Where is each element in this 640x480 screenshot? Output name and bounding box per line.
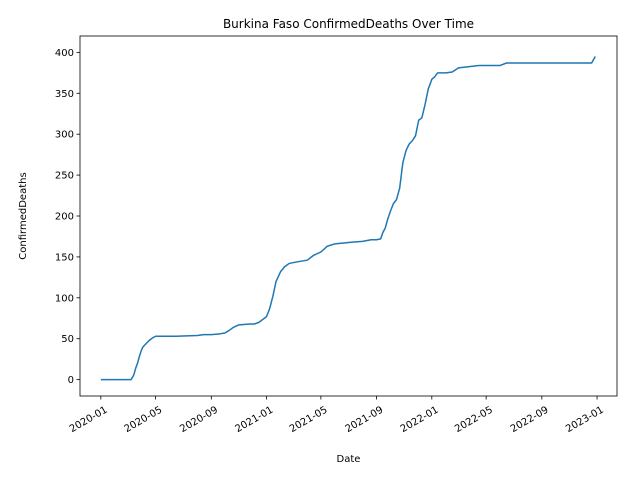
y-tick-label: 350 — [55, 89, 74, 100]
y-tick-label: 100 — [55, 293, 74, 304]
y-tick-label: 250 — [55, 171, 74, 182]
y-axis-label: ConfirmedDeaths — [18, 172, 29, 259]
y-tick-label: 200 — [55, 212, 74, 223]
y-tick-label: 400 — [55, 48, 74, 59]
y-axis: 0 50 100 150 200 250 300 350 400 — [55, 48, 80, 386]
y-tick-label: 50 — [61, 334, 74, 345]
chart-title: Burkina Faso ConfirmedDeaths Over Time — [223, 17, 474, 31]
series-line — [100, 56, 596, 381]
y-tick-label: 150 — [55, 252, 74, 263]
y-tick-label: 0 — [68, 375, 74, 386]
x-axis-label: Date — [337, 454, 361, 465]
y-tick-label: 300 — [55, 130, 74, 141]
